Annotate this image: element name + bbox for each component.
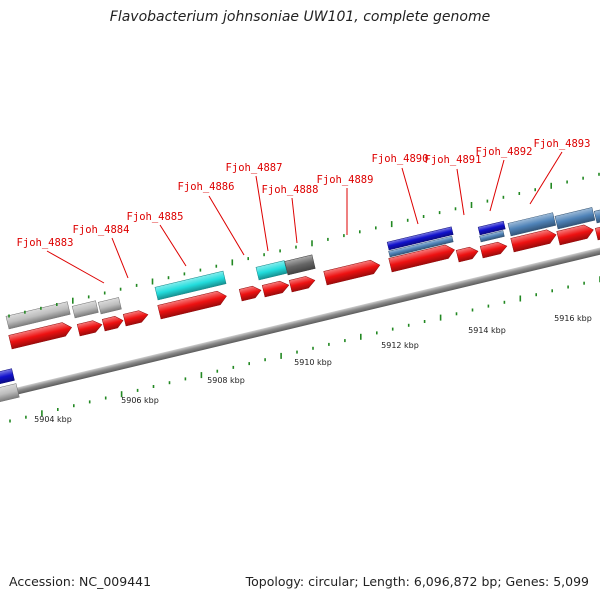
gene-label[interactable]: Fjoh_4884 (73, 224, 130, 236)
axis-tick-label: 5908 kbp (207, 376, 245, 385)
axis-tick-label: 5904 kbp (34, 415, 72, 424)
steel-feature[interactable] (593, 208, 600, 224)
gene-label[interactable]: Fjoh_4893 (534, 138, 591, 150)
steel-feature[interactable] (554, 207, 596, 230)
axis-tick-label: 5910 kbp (294, 358, 332, 367)
gene-label[interactable]: Fjoh_4892 (476, 146, 533, 158)
gene-label-leader (529, 151, 563, 205)
cds-arrow[interactable] (238, 284, 262, 302)
steel-feature[interactable] (479, 230, 505, 243)
gray-feature[interactable] (5, 301, 71, 330)
blue-feature[interactable] (477, 220, 506, 236)
axis-tick-label: 5912 kbp (381, 341, 419, 350)
gray-feature[interactable] (0, 383, 20, 404)
cds-arrow[interactable] (510, 228, 558, 253)
blue-feature[interactable] (386, 226, 454, 251)
gene-label[interactable]: Fjoh_4889 (317, 174, 374, 186)
cds-arrow[interactable] (157, 289, 228, 320)
cyan-feature[interactable] (255, 260, 288, 281)
gene-label-leader (255, 175, 269, 252)
genome-summary: Topology: circular; Length: 6,096,872 bp… (245, 574, 589, 589)
axis-tick-label: 5906 kbp (121, 396, 159, 405)
gene-label-leader (46, 250, 105, 284)
cds-arrow[interactable] (556, 223, 595, 246)
gene-label[interactable]: Fjoh_4887 (226, 162, 283, 174)
cds-arrow[interactable] (122, 309, 149, 327)
gene-label[interactable]: Fjoh_4888 (262, 184, 319, 196)
blue-feature[interactable] (0, 368, 15, 386)
gene-features (0, 207, 600, 404)
gene-label-leader (456, 168, 465, 216)
gene-label-leader (159, 224, 187, 267)
gene-label[interactable]: Fjoh_4883 (17, 237, 74, 249)
gene-label[interactable]: Fjoh_4890 (372, 153, 429, 165)
gene-label[interactable]: Fjoh_4885 (127, 211, 184, 223)
cds-arrow[interactable] (8, 321, 74, 350)
cds-arrow[interactable] (261, 279, 290, 298)
steel-feature[interactable] (507, 212, 557, 237)
cds-arrow[interactable] (455, 245, 479, 263)
gene-label[interactable]: Fjoh_4886 (178, 181, 235, 193)
tick-marks (8, 172, 600, 423)
cds-arrow[interactable] (479, 240, 508, 259)
cds-arrow[interactable] (323, 258, 382, 286)
cds-arrow[interactable] (101, 315, 124, 332)
gray-feature[interactable] (71, 300, 99, 319)
gene-label[interactable]: Fjoh_4891 (425, 154, 482, 166)
steel-feature[interactable] (388, 235, 454, 258)
map-title: Flavobacterium johnsoniae UW101, complet… (109, 9, 491, 25)
axis-tick-label: 5916 kbp (554, 314, 592, 323)
cds-arrow[interactable] (594, 226, 600, 241)
dark-feature[interactable] (284, 254, 316, 276)
accession-label: Accession: NC_009441 (9, 574, 152, 589)
axis-tick-label: 5914 kbp (468, 326, 506, 335)
gray-feature[interactable] (97, 297, 122, 315)
axis-label-layer: 5904 kbp 5906 kbp 5908 kbp 5910 kbp 5912 kbp… (34, 314, 592, 424)
cds-arrow[interactable] (388, 243, 456, 273)
gene-label-leader (291, 197, 298, 244)
cds-arrow[interactable] (76, 319, 103, 337)
gene-label-leader (489, 159, 505, 212)
cds-arrow[interactable] (288, 274, 316, 293)
cyan-feature[interactable] (154, 270, 227, 301)
gene-label-leader (401, 167, 419, 225)
dna-backbone (0, 220, 600, 424)
gene-label-leader (208, 195, 245, 256)
gene-label-leader (111, 237, 129, 279)
